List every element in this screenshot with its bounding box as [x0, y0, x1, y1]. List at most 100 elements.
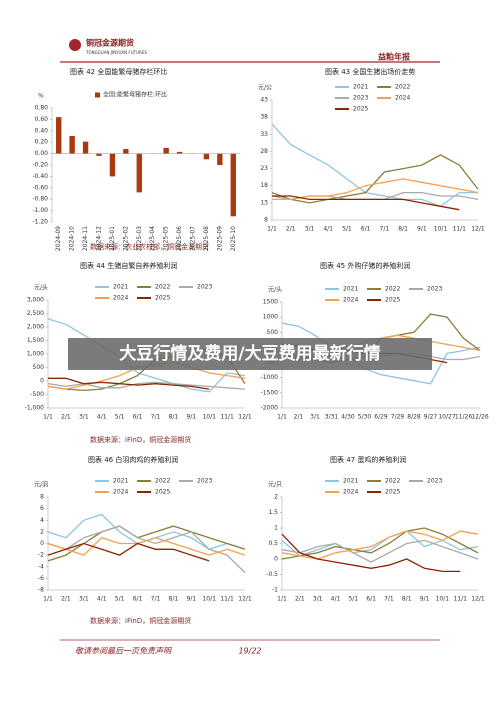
legend-label: 2021	[343, 286, 358, 293]
y-tick-label: 0	[40, 540, 44, 547]
report-name: 益粕年报	[378, 52, 410, 62]
x-tick-label: 10/1	[202, 596, 216, 603]
y-tick-label: -0.80	[32, 196, 48, 203]
x-tick-label: 3/1	[79, 414, 89, 421]
legend-label: 2022	[395, 84, 410, 91]
y-axis-label: 元/公	[258, 85, 272, 92]
x-tick-label: 8/1	[169, 596, 179, 603]
bar	[69, 135, 75, 154]
x-tick-label: 1/1	[43, 596, 53, 603]
series-line	[272, 178, 479, 201]
series-line	[47, 525, 246, 562]
x-tick-label: 7/1	[151, 414, 161, 421]
y-tick-label: 0	[274, 556, 278, 563]
company: 铜冠金源期货	[86, 38, 134, 48]
legend-label: 2025	[155, 489, 170, 496]
series-line	[47, 318, 246, 393]
legend-label: 2023	[427, 478, 442, 485]
legend-label: 2022	[385, 286, 400, 293]
bar	[203, 153, 210, 160]
y-tick-label: 2	[274, 494, 278, 501]
y-tick-label: 23	[260, 165, 268, 172]
x-tick-label: 5/1	[115, 596, 125, 603]
x-tick-label: 12/1	[471, 226, 485, 233]
series-line	[272, 195, 460, 211]
x-tick-label: 3/1	[313, 596, 323, 603]
series-line	[281, 530, 479, 557]
company-en: TONGGUAN JINYUAN FUTURES	[85, 50, 147, 55]
series-line	[47, 542, 210, 562]
x-tick-label: 11/26	[455, 414, 472, 421]
y-tick-label: 500	[33, 364, 45, 371]
series-line	[281, 527, 479, 560]
y-tick-label: -2	[38, 552, 44, 559]
x-tick-label: 3/31	[325, 414, 339, 421]
x-tick-label: 2025-04	[149, 226, 156, 251]
x-tick-label: 6/1	[133, 596, 143, 603]
x-tick-label: 12/1	[238, 596, 252, 603]
bar	[123, 149, 129, 154]
legend-label: 2022	[155, 478, 170, 485]
x-tick-label: 2/1	[61, 596, 71, 603]
y-tick-label: 2	[40, 528, 44, 535]
y-axis-label: 元/羽	[34, 482, 48, 489]
y-tick-label: 1000	[263, 314, 278, 321]
x-tick-label: 8/1	[398, 226, 408, 233]
bar	[176, 151, 183, 154]
source: 数据来源：iFinD，铜冠金源期货	[90, 616, 191, 625]
legend-label: 2025	[385, 297, 400, 304]
y-tick-label: 43	[260, 97, 268, 104]
x-tick-label: 3/1	[310, 414, 320, 421]
x-tick-label: 5/30	[358, 414, 372, 421]
x-tick-label: 9/27	[424, 414, 438, 421]
y-tick-label: -0.5	[266, 571, 278, 578]
y-tick-label: 0.40	[35, 127, 49, 134]
x-tick-label: 6/1	[366, 596, 376, 603]
x-tick-label: 11/1	[453, 596, 467, 603]
x-tick-label: 2024-12	[96, 226, 103, 251]
legend-label: 2023	[197, 284, 212, 291]
bar	[96, 153, 102, 156]
x-tick-label: 7/1	[151, 596, 161, 603]
y-tick-label: 18	[260, 182, 268, 189]
x-tick-label: 2024-09	[55, 226, 62, 251]
y-tick-label: 500	[267, 329, 279, 336]
x-tick-label: 5/1	[115, 414, 125, 421]
y-tick-label: 1,500	[27, 337, 44, 344]
y-axis-label: %	[38, 93, 44, 100]
x-tick-label: 9/1	[417, 226, 427, 233]
legend-label: 2021	[343, 478, 358, 485]
series-line	[271, 123, 478, 208]
x-tick-label: 12/1	[471, 596, 485, 603]
x-tick-label: 6/29	[374, 414, 388, 421]
y-tick-label: 4	[40, 517, 44, 524]
y-tick-label: -1,000	[25, 405, 45, 412]
x-tick-label: 2025-09	[216, 226, 223, 251]
chart-title: 图表 43 全国生猪出场价走势	[325, 67, 415, 76]
bar	[109, 153, 116, 177]
x-tick-label: 4/1	[97, 414, 107, 421]
y-tick-label: 1,000	[27, 351, 44, 358]
x-tick-label: 3/1	[305, 226, 315, 233]
legend-label: 2024	[343, 297, 358, 304]
x-tick-label: 2025-07	[190, 226, 197, 251]
page-number: 19/22	[238, 647, 261, 656]
x-tick-label: 10/1	[434, 226, 448, 233]
legend-label: 2022	[155, 284, 170, 291]
y-tick-label: -1500	[261, 389, 279, 396]
bar	[136, 153, 142, 193]
series-line	[281, 533, 461, 573]
y-axis-label: 元/头	[268, 286, 282, 294]
y-tick-label: 6	[40, 505, 44, 512]
y-tick-label: 2,000	[27, 324, 44, 331]
x-tick-label: 2025-02	[122, 226, 129, 251]
x-tick-label: 1/1	[43, 414, 53, 421]
x-tick-label: 9/1	[420, 596, 430, 603]
legend-label: 2023	[197, 478, 212, 485]
x-tick-label: 10/1	[436, 596, 450, 603]
legend-label: 2025	[155, 295, 170, 302]
x-tick-label: 5/1	[342, 226, 352, 233]
series-line	[281, 322, 481, 385]
x-tick-label: 12/1	[238, 414, 252, 421]
